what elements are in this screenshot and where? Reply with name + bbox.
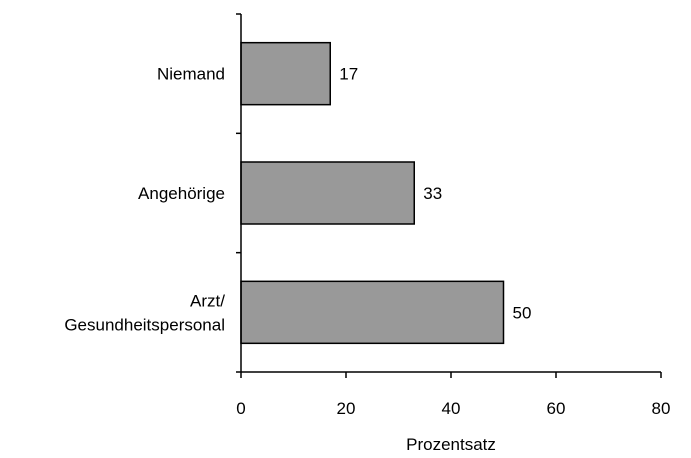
data-label: 50 — [513, 303, 532, 322]
x-tick-label: 0 — [236, 399, 245, 418]
category-labels-group: Niemand Angehörige Arzt/Gesundheitspersona… — [64, 65, 225, 335]
category-label: Arzt/Gesundheitspersonal — [64, 291, 225, 334]
data-label: 33 — [423, 184, 442, 203]
category-label-line: Niemand — [157, 65, 225, 84]
category-label-line: Arzt/ — [190, 291, 225, 310]
x-axis-title: Prozentsatz — [406, 435, 496, 454]
category-label: Niemand — [157, 65, 225, 84]
x-tick-label: 80 — [652, 399, 671, 418]
bars-group — [240, 41, 505, 345]
x-tick-label: 60 — [547, 399, 566, 418]
data-labels-group: 17 33 50 — [339, 65, 531, 323]
ticks-group: 0 20 40 60 80 — [236, 13, 671, 418]
data-label: 17 — [339, 65, 358, 84]
x-tick-label: 20 — [337, 399, 356, 418]
category-label: Angehörige — [138, 184, 225, 203]
bar — [240, 280, 505, 345]
category-label-line: Gesundheitspersonal — [64, 315, 225, 334]
bar — [240, 41, 331, 106]
bar — [240, 161, 415, 225]
x-tick-label: 40 — [442, 399, 461, 418]
category-label-line: Angehörige — [138, 184, 225, 203]
